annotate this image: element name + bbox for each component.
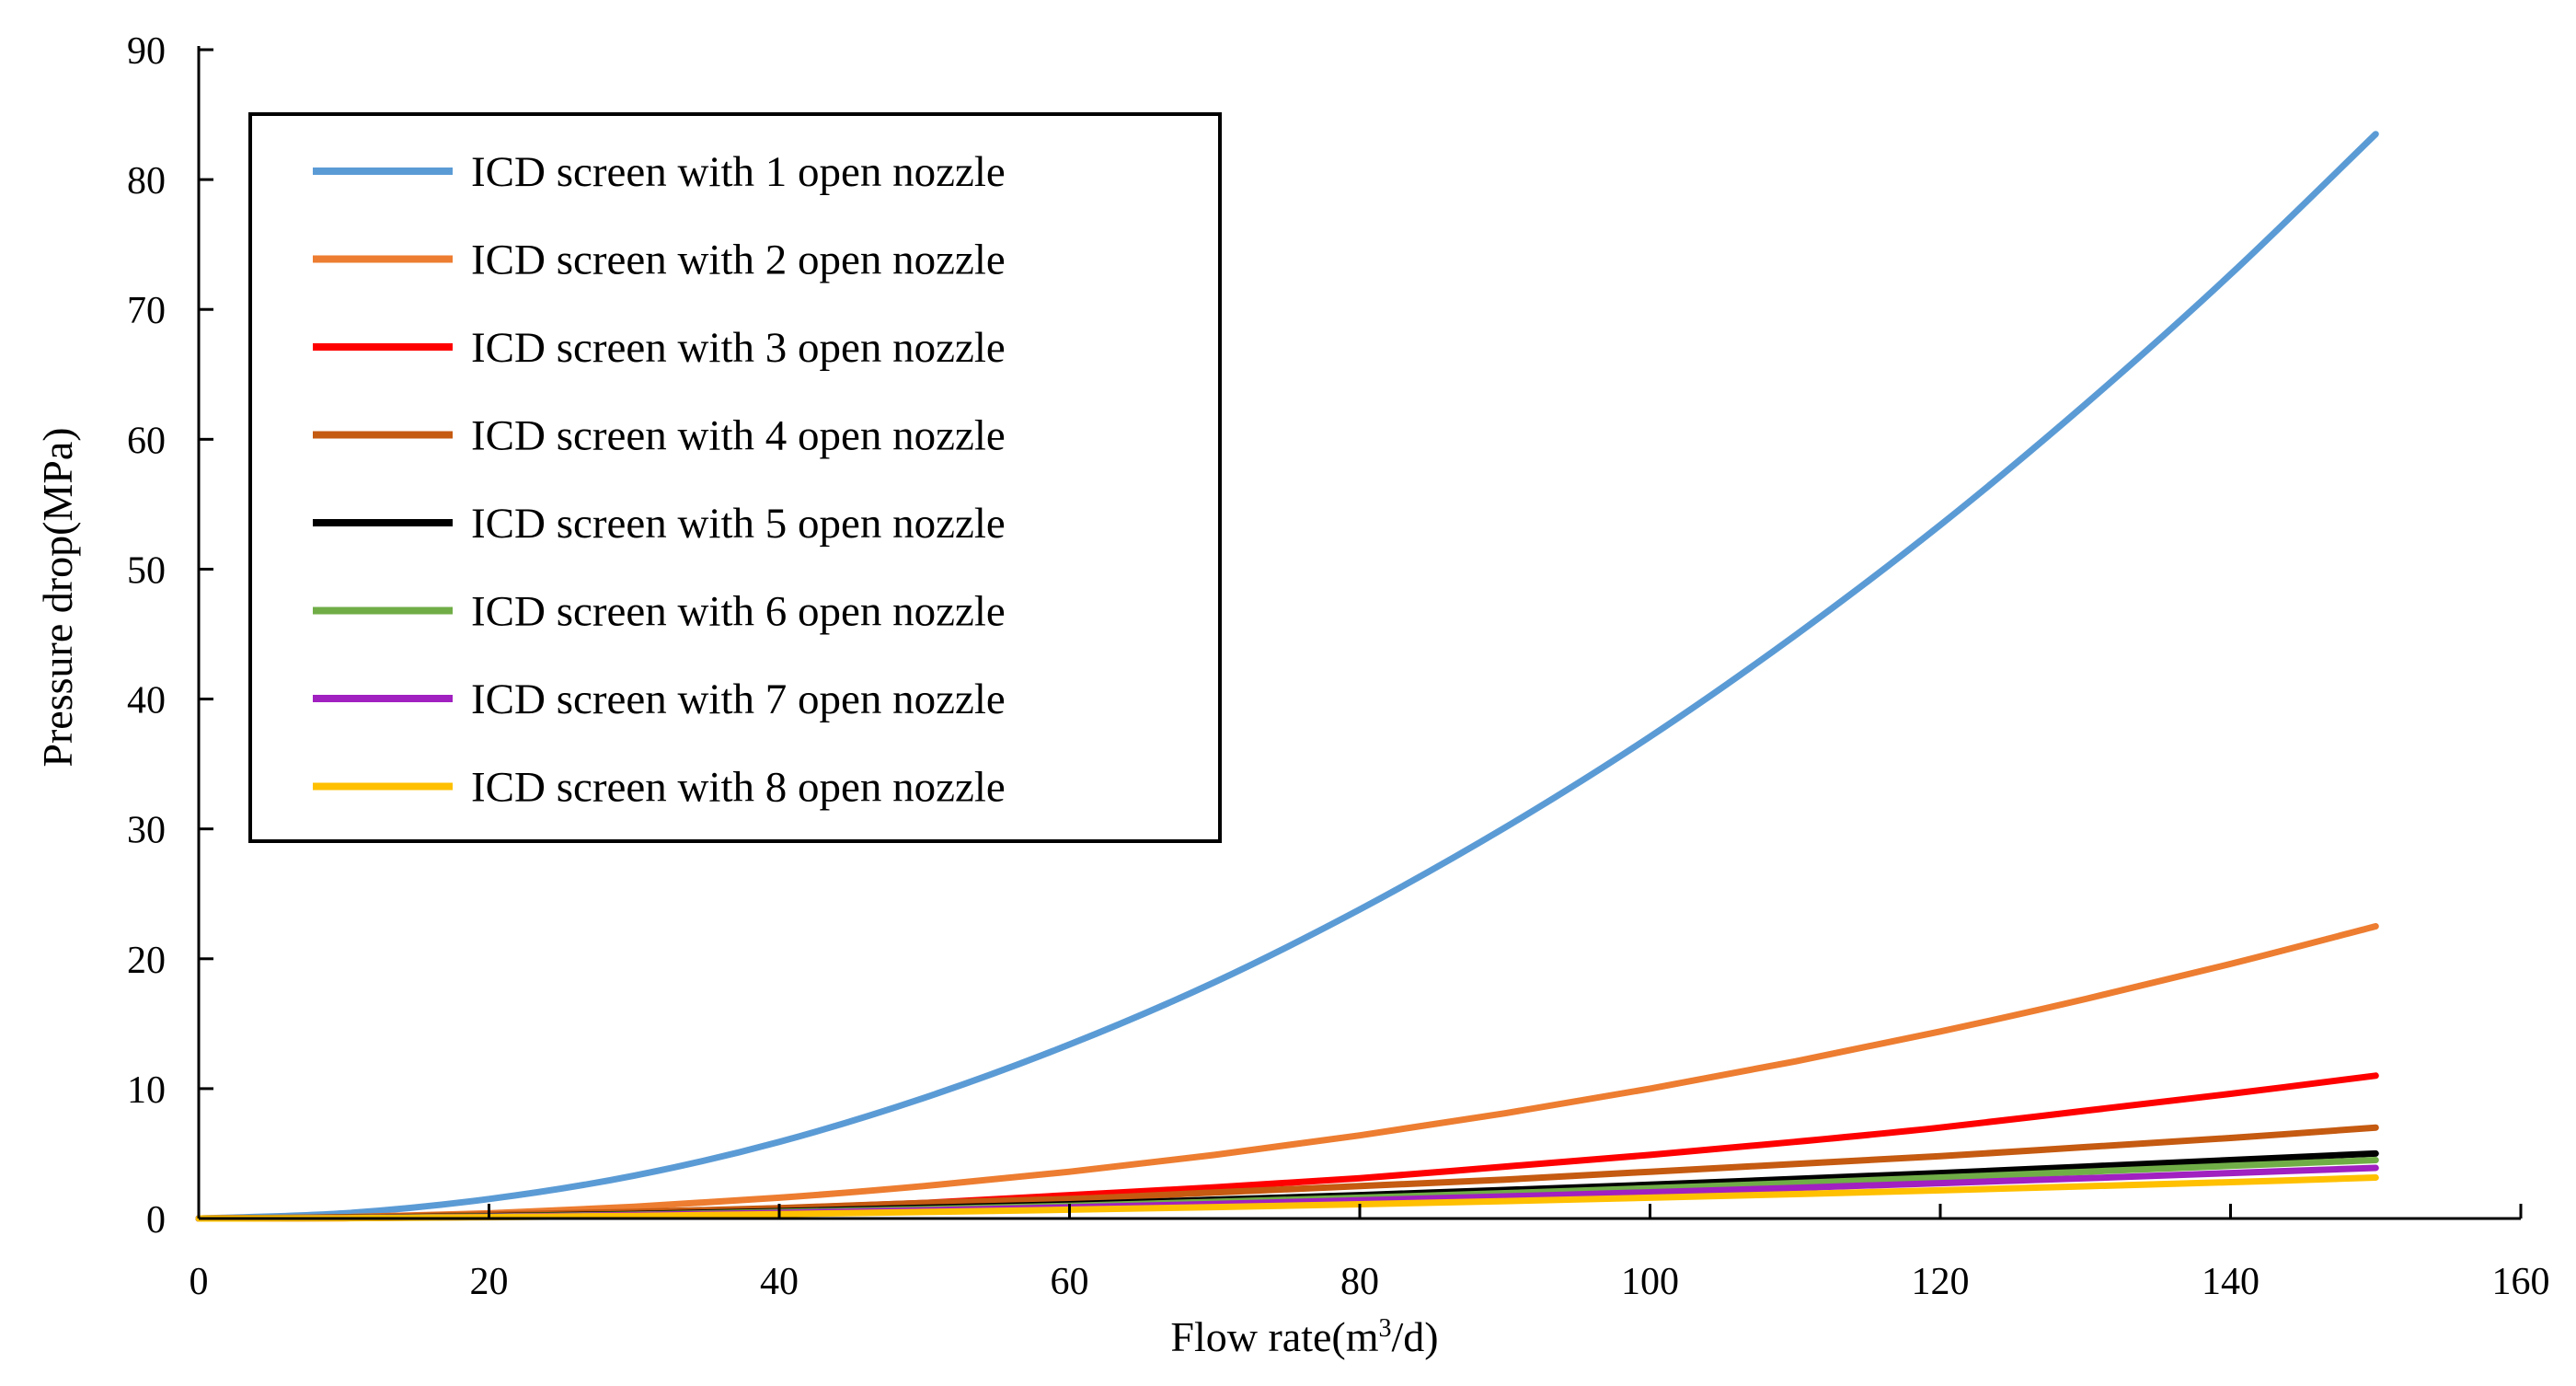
legend-label-5: ICD screen with 5 open nozzle xyxy=(471,500,1006,548)
y-tick-label: 10 xyxy=(127,1069,166,1112)
legend-label-4: ICD screen with 4 open nozzle xyxy=(471,412,1006,460)
legend-label-7: ICD screen with 7 open nozzle xyxy=(471,676,1006,723)
legend-label-6: ICD screen with 6 open nozzle xyxy=(471,588,1006,636)
axes: 0 10 20 30 40 50 60 70 80 90 0 20 40 60 80 100 120 140 160 xyxy=(127,30,2550,1303)
x-axis-title: Flow rate(m3/d) xyxy=(1170,1313,1438,1360)
legend-label-2: ICD screen with 2 open nozzle xyxy=(471,237,1006,284)
legend-box xyxy=(248,112,1222,843)
x-tick-label: 80 xyxy=(1340,1261,1379,1303)
y-tick-label: 50 xyxy=(127,549,166,592)
x-tick-label: 40 xyxy=(760,1261,799,1303)
x-tick-label: 100 xyxy=(1621,1261,1679,1303)
x-tick-label: 60 xyxy=(1051,1261,1089,1303)
x-tick-label: 0 xyxy=(190,1261,209,1303)
y-tick-label: 30 xyxy=(127,810,166,852)
legend-label-8: ICD screen with 8 open nozzle xyxy=(471,764,1006,812)
y-tick-label: 90 xyxy=(127,30,166,73)
y-tick-label: 60 xyxy=(127,420,166,462)
y-tick-label: 80 xyxy=(127,160,166,202)
y-axis-title: Pressure drop(MPa) xyxy=(34,427,81,767)
x-tick-label: 140 xyxy=(2202,1261,2260,1303)
x-tick-label: 160 xyxy=(2492,1261,2550,1303)
series-line-8 xyxy=(195,1174,2379,1222)
y-tick-label: 70 xyxy=(127,290,166,332)
x-tick-label: 20 xyxy=(470,1261,509,1303)
x-tick-label: 120 xyxy=(1912,1261,1970,1303)
series-line-1 xyxy=(195,131,2379,1222)
series-layer xyxy=(195,131,2379,1222)
legend-label-3: ICD screen with 3 open nozzle xyxy=(471,324,1006,372)
legend: ICD screen with 1 open nozzle ICD screen … xyxy=(248,112,1222,843)
y-tick-label: 40 xyxy=(127,680,166,722)
y-tick-label: 0 xyxy=(146,1199,166,1242)
y-tick-label: 20 xyxy=(127,940,166,982)
legend-label-1: ICD screen with 1 open nozzle xyxy=(471,148,1006,196)
